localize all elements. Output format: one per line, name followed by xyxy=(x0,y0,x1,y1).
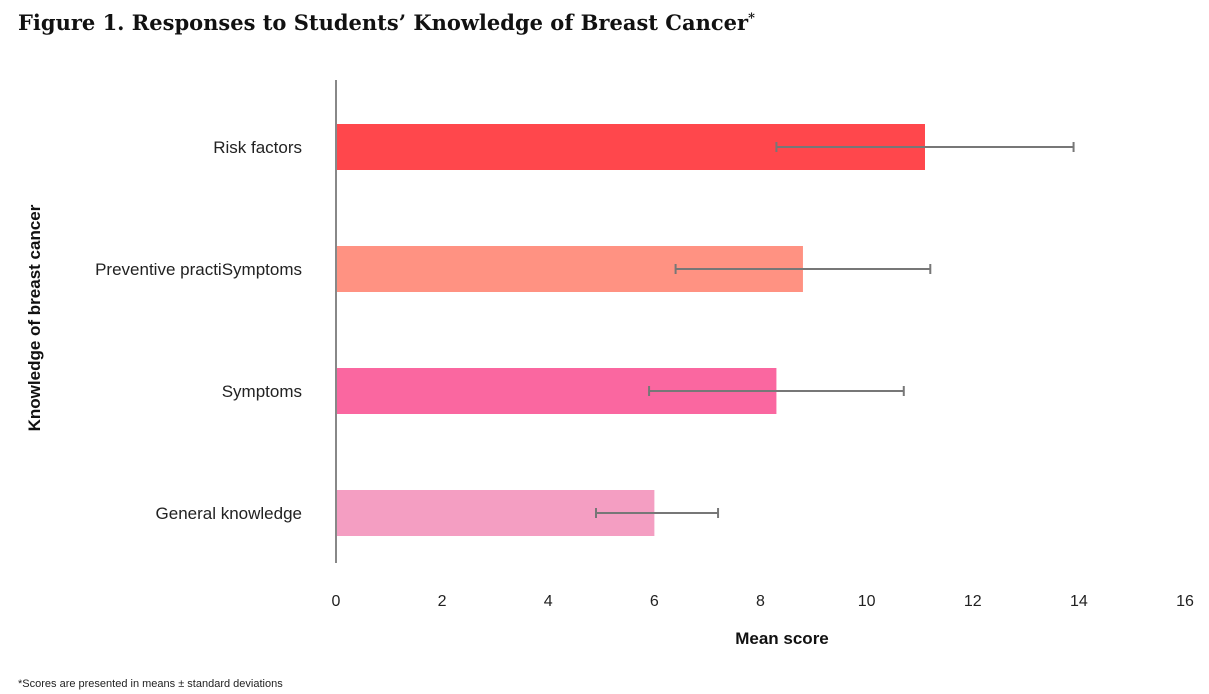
x-tick-label-14: 14 xyxy=(1070,593,1088,610)
x-tick-label-16: 16 xyxy=(1176,593,1194,610)
title-footnote-mark: * xyxy=(748,11,755,26)
footnote: *Scores are presented in means ± standar… xyxy=(18,678,283,690)
x-tick-label-2: 2 xyxy=(438,593,447,610)
x-axis-title: Mean score xyxy=(735,629,829,648)
category-label-preventive-practisymptoms: Preventive practiSymptoms xyxy=(95,260,302,279)
y-axis-title: Knowledge of breast cancer xyxy=(25,204,44,431)
x-tick-label-12: 12 xyxy=(964,593,982,610)
x-tick-label-6: 6 xyxy=(650,593,659,610)
category-label-risk-factors: Risk factors xyxy=(213,138,302,157)
x-tick-label-10: 10 xyxy=(858,593,876,610)
chart-title: Figure 1. Responses to Students’ Knowled… xyxy=(18,10,755,35)
x-tick-label-0: 0 xyxy=(332,593,341,610)
category-label-symptoms: Symptoms xyxy=(222,382,302,401)
x-tick-label-4: 4 xyxy=(544,593,553,610)
category-label-general-knowledge: General knowledge xyxy=(156,504,302,523)
x-tick-label-8: 8 xyxy=(756,593,765,610)
